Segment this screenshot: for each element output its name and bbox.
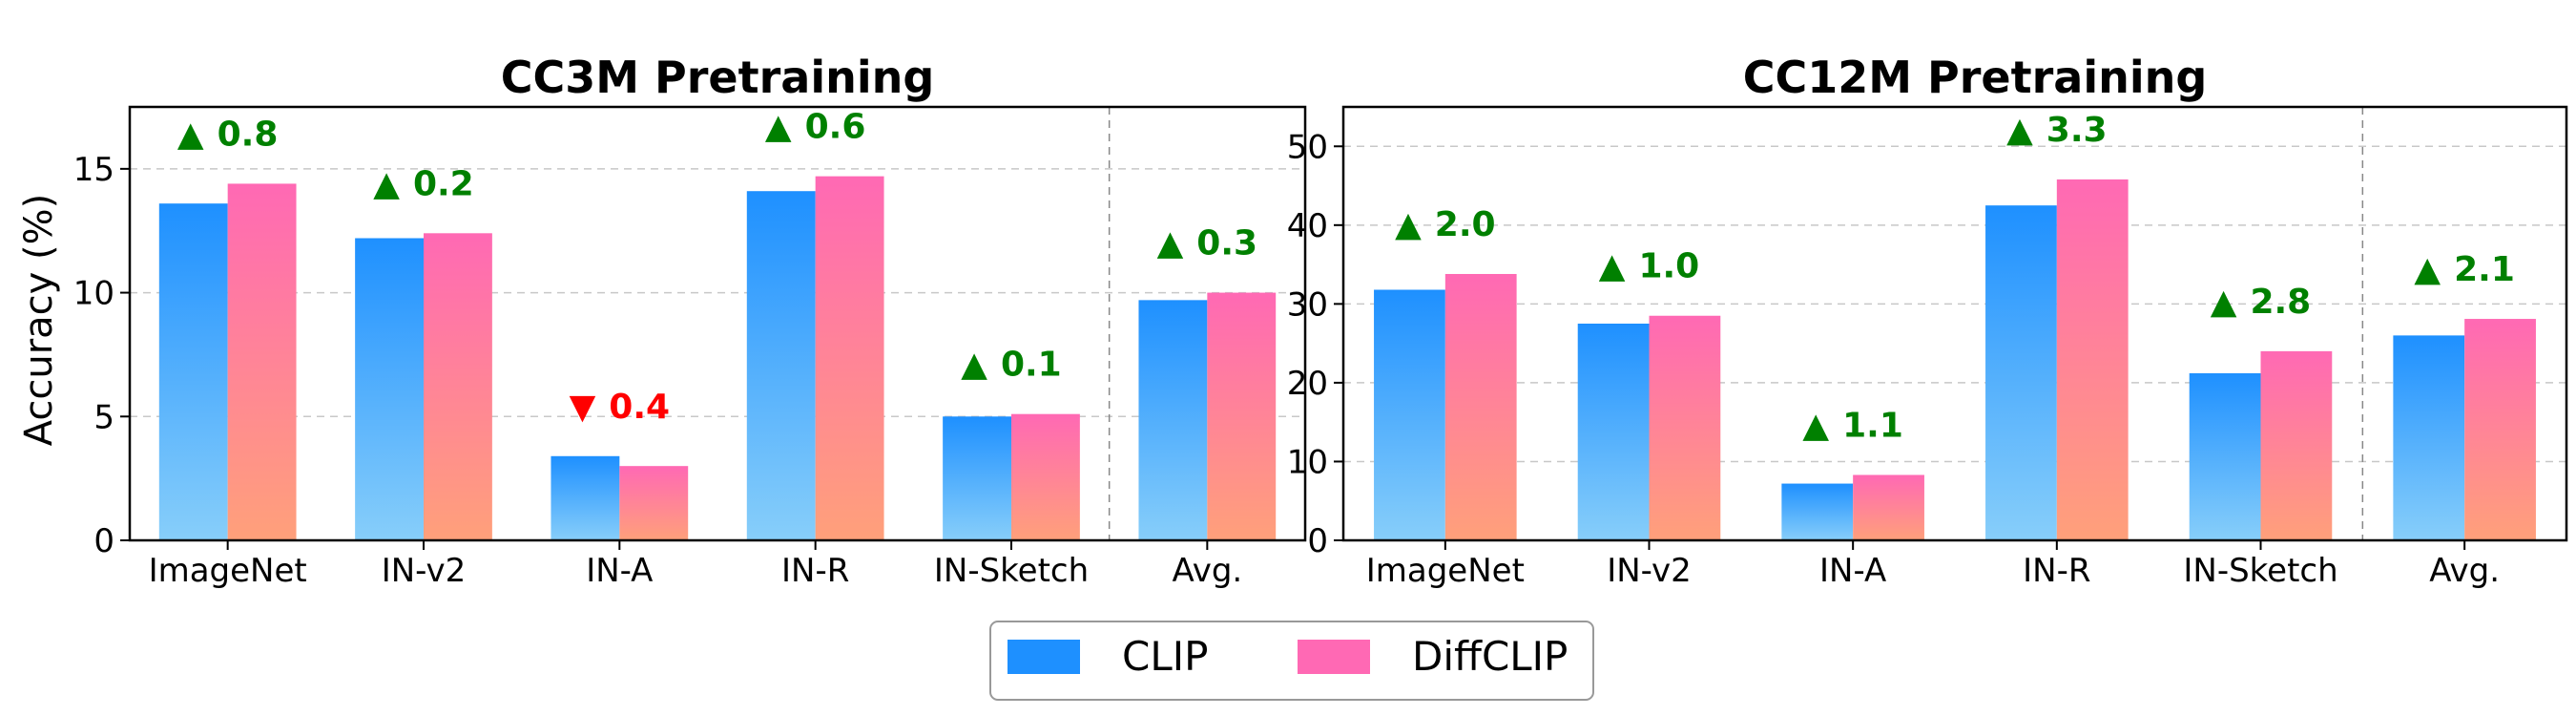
x-tick-label: Avg. [1172, 552, 1242, 590]
delta-value: 0.6 [805, 108, 866, 147]
legend-swatch-clip [1008, 640, 1080, 674]
x-tick-label: IN-R [2023, 552, 2090, 590]
delta-annotation: ▲ 0.6 [765, 108, 865, 147]
bar-diffclip [227, 183, 297, 540]
plot-frame [128, 105, 1307, 542]
y-tick-label: 15 [73, 151, 114, 189]
delta-value: 2.1 [2454, 250, 2515, 289]
bar-clip [943, 416, 1011, 540]
plot-frame [1341, 105, 2568, 542]
y-tick-label: 10 [1287, 443, 1328, 481]
chart-cc12m: 0 10 20 30 40 50 ImageNet ▲ 2.0 IN-v2 ▲ 1.0 IN-A ▲ 1.1… [1287, 105, 2568, 590]
bar-clip [1985, 205, 2057, 540]
y-axis-label: Accuracy (%) [17, 194, 61, 447]
delta-value: 1.1 [1842, 406, 1903, 445]
delta-annotation: ▲ 1.1 [1802, 406, 1902, 445]
y-tick-label: 0 [1307, 522, 1328, 560]
bar-diffclip [1011, 413, 1080, 540]
chart-title-left: CC3M Pretraining [501, 52, 935, 103]
delta-value: 1.0 [1638, 247, 1699, 286]
delta-symbol: ▲ [373, 164, 400, 203]
delta-value: 2.0 [1435, 205, 1496, 244]
bar-clip [2189, 373, 2261, 540]
x-tick-label: ImageNet [149, 552, 307, 590]
y-tick-label: 50 [1287, 128, 1328, 166]
delta-symbol: ▲ [1395, 205, 1422, 244]
x-tick-label: ImageNet [1366, 552, 1525, 590]
bar-clip [746, 191, 816, 540]
delta-annotation: ▲ 0.8 [177, 115, 278, 154]
bar-clip [1374, 289, 1445, 540]
y-tick-label: 10 [73, 275, 114, 313]
delta-annotation: ▲ 3.3 [2006, 111, 2107, 150]
x-tick-label: IN-v2 [1607, 552, 1692, 590]
chart-cc3m: 0 5 10 15 ImageNet ▲ 0.8 IN-v2 ▲ 0.2 IN-A ▼ 0.4 IN-R ▲… [73, 105, 1307, 590]
bar-diffclip [2464, 319, 2536, 540]
bar-diffclip [1207, 292, 1277, 540]
delta-annotation: ▲ 2.0 [1395, 205, 1495, 244]
delta-symbol: ▲ [961, 346, 987, 385]
bar-clip [1138, 300, 1208, 540]
delta-annotation: ▲ 1.0 [1599, 247, 1699, 286]
bar-clip [355, 238, 424, 541]
bar-clip [1577, 324, 1650, 540]
bar-diffclip [2056, 179, 2129, 540]
legend-frame [989, 621, 1594, 701]
y-tick-label: 40 [1287, 207, 1328, 245]
x-tick-label: IN-Sketch [2183, 552, 2337, 590]
delta-symbol: ▲ [177, 115, 204, 154]
delta-annotation: ▲ 0.3 [1157, 224, 1257, 263]
delta-symbol: ▲ [1599, 247, 1626, 286]
bar-diffclip [619, 466, 689, 540]
delta-symbol: ▲ [1157, 224, 1184, 263]
x-tick-label: IN-A [1819, 552, 1886, 590]
bar-diffclip [2260, 350, 2333, 540]
delta-symbol: ▲ [2414, 250, 2441, 289]
y-tick-label: 5 [93, 398, 114, 436]
delta-annotation: ▼ 0.4 [570, 388, 670, 427]
legend-label-diffclip: DiffCLIP [1412, 633, 1568, 680]
delta-annotation: ▲ 0.1 [961, 346, 1061, 385]
x-tick-label: IN-Sketch [934, 552, 1089, 590]
legend-swatch-diffclip [1298, 640, 1370, 674]
bar-diffclip [1853, 474, 1924, 540]
legend: CLIP DiffCLIP [989, 621, 1594, 701]
y-tick-label: 0 [93, 522, 114, 560]
bar-clip [551, 455, 620, 540]
bar-diffclip [424, 233, 492, 540]
delta-value: 0.1 [1001, 346, 1062, 385]
delta-annotation: ▲ 0.2 [373, 164, 473, 203]
delta-annotation: ▲ 2.8 [2211, 283, 2311, 322]
legend-label-clip: CLIP [1122, 633, 1208, 680]
x-tick-label: IN-v2 [382, 552, 467, 590]
delta-symbol: ▲ [2211, 283, 2237, 322]
delta-value: 0.2 [413, 164, 474, 203]
delta-value: 0.4 [609, 388, 670, 427]
bar-diffclip [1444, 273, 1517, 540]
bar-diffclip [1649, 315, 1721, 540]
delta-symbol: ▲ [765, 108, 792, 147]
delta-value: 2.8 [2250, 283, 2311, 322]
bar-diffclip [815, 176, 884, 540]
chart-title-right: CC12M Pretraining [1743, 52, 2208, 103]
bar-clip [158, 203, 228, 541]
bar-clip [1781, 483, 1854, 540]
delta-symbol: ▼ [570, 388, 596, 427]
delta-value: 0.3 [1196, 224, 1257, 263]
y-tick-label: 30 [1287, 285, 1328, 324]
delta-symbol: ▲ [1802, 406, 1829, 445]
delta-value: 3.3 [2046, 111, 2108, 150]
delta-symbol: ▲ [2006, 111, 2033, 150]
delta-value: 0.8 [218, 115, 279, 154]
x-tick-label: IN-R [781, 552, 849, 590]
delta-annotation: ▲ 2.1 [2414, 250, 2514, 289]
bar-clip [2393, 335, 2465, 540]
y-tick-label: 20 [1287, 365, 1328, 403]
x-tick-label: Avg. [2429, 552, 2500, 590]
x-tick-label: IN-A [586, 552, 653, 590]
